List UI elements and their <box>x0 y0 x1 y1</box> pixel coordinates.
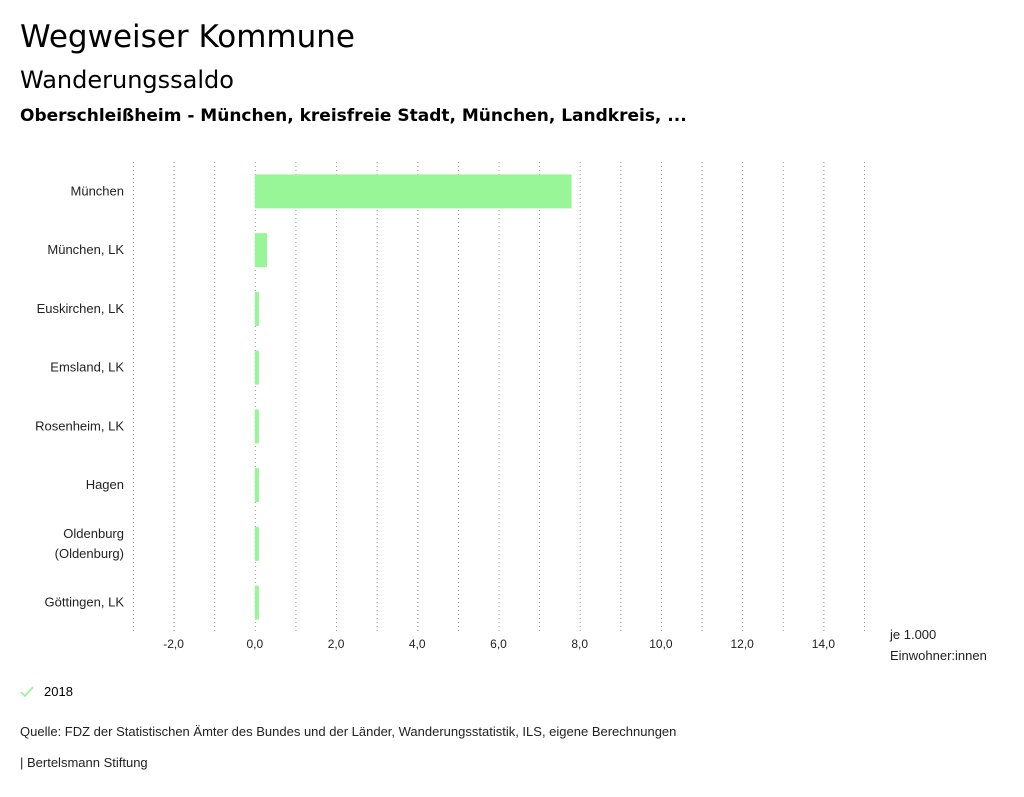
category-label: Oldenburg <box>63 526 124 541</box>
x-tick-label: 8,0 <box>571 637 588 651</box>
bar <box>254 174 572 209</box>
bar <box>254 585 259 620</box>
legend[interactable]: 2018 <box>20 684 73 699</box>
x-tick-label: 4,0 <box>409 637 426 651</box>
check-icon <box>20 685 34 697</box>
category-label: München, LK <box>47 242 124 257</box>
category-label: (Oldenburg) <box>55 546 124 561</box>
bar <box>254 468 259 503</box>
category-label: München <box>71 183 124 198</box>
bar <box>254 409 259 444</box>
category-label: Rosenheim, LK <box>35 418 124 433</box>
category-label: Euskirchen, LK <box>37 301 125 316</box>
category-label: Hagen <box>86 477 124 492</box>
chart-title: Wegweiser Kommune <box>20 19 355 55</box>
bar-chart: -2,0 0,0 2,0 4,0 6,0 8,0 10,0 12,0 14,0 München Mü… <box>35 162 865 651</box>
category-label: Emsland, LK <box>50 360 124 375</box>
bar <box>254 233 268 268</box>
x-tick-label: 0,0 <box>246 637 263 651</box>
x-axis-unit-line2: Einwohner:innen <box>890 648 987 663</box>
x-tick-label: 2,0 <box>328 637 345 651</box>
x-axis-unit-line1: je 1.000 <box>890 627 937 642</box>
source-note: Quelle: FDZ der Statistischen Ämter des … <box>20 724 677 739</box>
x-axis-unit: je 1.000 Einwohner:innen <box>890 624 987 666</box>
x-tick-label: 14,0 <box>812 637 836 651</box>
bar <box>254 526 259 561</box>
region-selection: Oberschleißheim - München, kreisfreie St… <box>20 106 687 126</box>
bar <box>254 291 259 326</box>
legend-label: 2018 <box>44 684 73 699</box>
category-label: Göttingen, LK <box>45 595 125 610</box>
x-tick-label: -2,0 <box>163 637 184 651</box>
x-tick-label: 12,0 <box>730 637 754 651</box>
chart-subtitle: Wanderungssaldo <box>20 66 234 94</box>
publisher-note: | Bertelsmann Stiftung <box>20 755 148 770</box>
x-tick-label: 10,0 <box>649 637 673 651</box>
bar <box>254 350 259 385</box>
x-tick-label: 6,0 <box>490 637 507 651</box>
